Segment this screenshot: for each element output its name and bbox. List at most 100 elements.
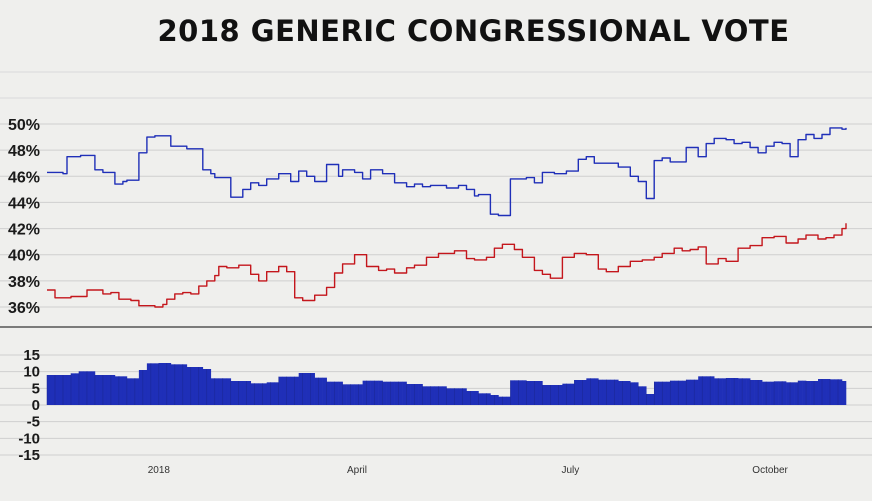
lead-bar bbox=[634, 382, 639, 405]
y-tick-label: 40% bbox=[8, 248, 40, 265]
lead-bar bbox=[234, 381, 240, 405]
lead-bar bbox=[122, 376, 128, 405]
lead-bar bbox=[534, 381, 539, 405]
lead-bar bbox=[830, 379, 835, 405]
lead-bar bbox=[186, 367, 192, 405]
lead-bar bbox=[394, 381, 399, 405]
lead-bar bbox=[362, 380, 367, 405]
lead-bar bbox=[446, 388, 451, 405]
lead-bar bbox=[62, 375, 68, 405]
lead-bar bbox=[274, 382, 280, 405]
lead-bar bbox=[466, 391, 471, 405]
lead-bar bbox=[230, 381, 236, 405]
lead-bar bbox=[790, 382, 795, 405]
lead-bar bbox=[662, 381, 667, 405]
y-tick-label: 46% bbox=[8, 169, 40, 186]
y-tick-label: 48% bbox=[8, 143, 40, 160]
lead-bar bbox=[618, 381, 623, 405]
lead-bar bbox=[406, 384, 411, 405]
lead-bar bbox=[814, 381, 819, 405]
lead-bar bbox=[470, 391, 475, 405]
lead-bar bbox=[458, 388, 463, 405]
lead-bar bbox=[86, 371, 92, 405]
lead-bar bbox=[522, 380, 527, 405]
lead-bar bbox=[94, 375, 100, 405]
y-tick-label: 36% bbox=[8, 300, 40, 317]
lead-bar bbox=[90, 371, 96, 405]
lead-bar bbox=[834, 379, 839, 405]
lead-bar bbox=[758, 380, 763, 405]
lead-bar bbox=[626, 381, 631, 405]
lead-bar bbox=[410, 384, 415, 405]
y-tick-label: 42% bbox=[8, 222, 40, 239]
lead-bar bbox=[150, 363, 156, 405]
lead-bar bbox=[646, 394, 651, 405]
lead-bar bbox=[342, 384, 347, 405]
poll-lines bbox=[47, 127, 847, 308]
lead-bar bbox=[510, 380, 515, 405]
lead-bar bbox=[134, 378, 140, 405]
lead-bar bbox=[842, 381, 847, 405]
y-tick-label-lead: -15 bbox=[18, 447, 40, 464]
lead-bar bbox=[702, 376, 707, 405]
y-tick-label-lead: 10 bbox=[23, 364, 40, 381]
lead-bar bbox=[418, 384, 423, 405]
lead-bar bbox=[58, 375, 64, 405]
lead-bar bbox=[382, 381, 387, 405]
lead-bar bbox=[818, 379, 823, 405]
lead-bar bbox=[794, 382, 799, 405]
lead-bar bbox=[574, 380, 579, 405]
lead-bar bbox=[282, 376, 287, 405]
lead-bar bbox=[706, 376, 711, 405]
lead-bar bbox=[606, 379, 611, 405]
lead-bar bbox=[358, 384, 363, 405]
lead-bar bbox=[558, 385, 563, 405]
lead-bar bbox=[742, 378, 747, 405]
lead-bar bbox=[102, 375, 108, 405]
lead-bar bbox=[762, 381, 767, 405]
lead-bar bbox=[602, 379, 607, 405]
x-tick-label: October bbox=[752, 465, 788, 476]
lead-bar bbox=[570, 383, 575, 405]
lead-bar bbox=[242, 381, 248, 405]
lead-bar bbox=[690, 379, 695, 405]
lead-bar bbox=[414, 384, 419, 405]
lead-bar bbox=[686, 379, 691, 405]
y-tick-label-lead: -10 bbox=[18, 430, 40, 447]
lead-bar bbox=[378, 380, 383, 405]
lead-bar bbox=[550, 385, 555, 405]
lead-bar bbox=[694, 379, 699, 405]
y-tick-label-lead: -5 bbox=[27, 414, 40, 431]
lead-bar bbox=[506, 396, 511, 405]
lead-bar bbox=[562, 383, 567, 405]
lead-bar bbox=[398, 381, 403, 405]
lead-bar bbox=[250, 383, 256, 405]
lead-bar bbox=[682, 380, 687, 405]
lead-bar bbox=[774, 381, 779, 405]
lead-bar bbox=[402, 381, 407, 405]
lead-bar bbox=[750, 380, 755, 405]
lead-bar bbox=[542, 385, 547, 405]
lead-bar bbox=[210, 378, 216, 405]
lead-bar bbox=[650, 394, 655, 405]
lead-bar bbox=[786, 382, 791, 405]
lead-bar bbox=[538, 381, 543, 405]
lead-bar bbox=[366, 380, 371, 405]
lead-bar bbox=[810, 381, 815, 405]
y-tick-label: 50% bbox=[8, 117, 40, 134]
lead-bar bbox=[710, 376, 715, 405]
lead-bar bbox=[374, 380, 379, 405]
lead-bar bbox=[194, 367, 200, 405]
y-tick-label-lead: 5 bbox=[32, 380, 40, 397]
lead-bar bbox=[502, 396, 507, 405]
lead-bar bbox=[254, 383, 260, 405]
lead-bar bbox=[314, 377, 319, 405]
lead-bar bbox=[318, 377, 323, 405]
lead-bar bbox=[782, 381, 787, 405]
lead-bar bbox=[338, 381, 343, 405]
lead-bar bbox=[294, 376, 299, 405]
lead-bar bbox=[326, 381, 331, 405]
